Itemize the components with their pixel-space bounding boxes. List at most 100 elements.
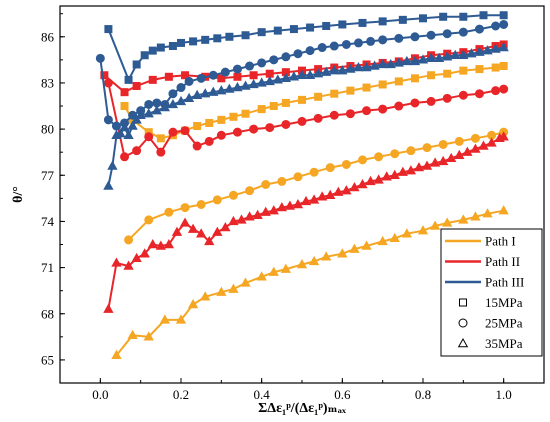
data-point bbox=[429, 157, 441, 167]
data-point bbox=[151, 105, 162, 115]
data-point bbox=[378, 17, 387, 26]
data-point bbox=[398, 15, 407, 24]
series-path-iii-15mpa bbox=[104, 11, 508, 84]
data-point bbox=[264, 75, 275, 86]
data-point bbox=[313, 113, 323, 123]
data-point bbox=[341, 39, 351, 49]
data-point bbox=[374, 152, 384, 162]
data-point bbox=[228, 215, 239, 226]
data-point bbox=[325, 163, 335, 173]
series-path-i-35mpa bbox=[111, 205, 509, 360]
data-point bbox=[281, 98, 290, 107]
data-point bbox=[107, 160, 118, 170]
data-point bbox=[366, 36, 376, 46]
data-point bbox=[179, 217, 191, 227]
data-point bbox=[330, 89, 339, 98]
data-point bbox=[276, 202, 287, 212]
data-point bbox=[433, 52, 445, 63]
data-point bbox=[289, 25, 298, 34]
data-point bbox=[272, 74, 283, 84]
data-point bbox=[115, 128, 126, 138]
data-point bbox=[252, 209, 263, 219]
data-point bbox=[228, 283, 239, 293]
data-point bbox=[167, 98, 179, 109]
data-point bbox=[442, 93, 452, 103]
data-point bbox=[111, 349, 122, 360]
data-point bbox=[298, 95, 306, 104]
data-point bbox=[103, 78, 113, 88]
data-point bbox=[217, 115, 226, 124]
legend-entry-label: Path III bbox=[485, 275, 524, 290]
data-point bbox=[216, 85, 227, 95]
data-point bbox=[140, 51, 149, 60]
data-point bbox=[127, 120, 138, 130]
data-point bbox=[261, 179, 271, 189]
data-point bbox=[474, 89, 484, 99]
data-point bbox=[131, 114, 142, 124]
data-point bbox=[236, 214, 247, 224]
data-point bbox=[257, 58, 267, 68]
y-axis-label: θ/° bbox=[11, 186, 26, 203]
y-tick-label: 68 bbox=[41, 306, 54, 321]
data-point bbox=[168, 89, 178, 99]
data-point bbox=[482, 45, 493, 55]
data-point bbox=[171, 226, 183, 236]
data-point bbox=[417, 225, 429, 235]
data-point bbox=[184, 76, 194, 86]
data-point bbox=[163, 238, 175, 249]
data-point bbox=[111, 257, 122, 267]
data-point bbox=[132, 60, 141, 69]
data-point bbox=[329, 65, 340, 75]
data-point bbox=[103, 115, 113, 125]
data-point bbox=[268, 205, 279, 215]
data-point bbox=[168, 127, 178, 137]
data-point bbox=[499, 11, 508, 20]
data-point bbox=[442, 217, 453, 227]
data-point bbox=[293, 172, 303, 182]
data-point bbox=[164, 72, 173, 81]
data-point bbox=[365, 175, 376, 186]
data-point bbox=[454, 149, 465, 159]
data-point bbox=[156, 134, 165, 143]
data-point bbox=[200, 291, 211, 301]
data-point bbox=[329, 110, 339, 120]
series-path-ii-35mpa bbox=[103, 131, 509, 313]
data-point bbox=[224, 83, 235, 93]
data-point bbox=[265, 123, 275, 133]
data-point bbox=[353, 38, 363, 48]
data-point bbox=[208, 86, 219, 96]
data-point bbox=[466, 48, 477, 58]
data-point bbox=[419, 14, 427, 23]
y-tick-label: 86 bbox=[41, 29, 55, 44]
data-point bbox=[196, 228, 207, 238]
data-point bbox=[306, 23, 315, 32]
data-point bbox=[192, 141, 202, 151]
data-point bbox=[314, 92, 323, 101]
data-point bbox=[189, 37, 198, 46]
data-point bbox=[405, 165, 417, 175]
data-point bbox=[338, 20, 347, 29]
data-point bbox=[180, 126, 190, 136]
data-point bbox=[458, 49, 469, 59]
data-point bbox=[176, 83, 186, 93]
data-point bbox=[358, 155, 367, 165]
data-point bbox=[148, 46, 157, 55]
x-tick-label: 0.2 bbox=[173, 387, 189, 402]
data-point bbox=[393, 57, 404, 67]
data-point bbox=[422, 143, 432, 153]
data-point bbox=[269, 102, 278, 111]
data-point bbox=[337, 248, 348, 258]
data-point bbox=[144, 215, 154, 225]
data-point bbox=[232, 82, 243, 92]
data-point bbox=[148, 75, 157, 84]
data-point bbox=[421, 160, 433, 170]
data-point bbox=[443, 69, 452, 78]
data-point bbox=[304, 69, 316, 79]
data-point bbox=[143, 331, 154, 341]
data-point bbox=[482, 208, 493, 218]
data-point bbox=[139, 248, 150, 258]
data-point bbox=[491, 86, 501, 96]
data-point bbox=[490, 43, 501, 53]
data-point bbox=[474, 46, 485, 56]
data-point bbox=[168, 42, 177, 51]
